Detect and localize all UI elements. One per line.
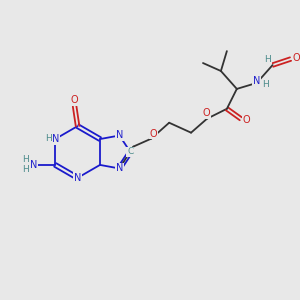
Text: O: O — [202, 108, 210, 118]
Text: O: O — [71, 95, 78, 105]
Text: N: N — [74, 173, 81, 183]
Text: N: N — [116, 130, 123, 140]
Text: O: O — [243, 115, 250, 125]
Text: C: C — [127, 148, 134, 157]
Text: O: O — [293, 53, 300, 63]
Text: H: H — [262, 80, 269, 89]
Text: O: O — [149, 129, 157, 139]
Text: N: N — [52, 134, 59, 144]
Text: N: N — [253, 76, 260, 86]
Text: N: N — [30, 160, 37, 170]
Text: H: H — [45, 134, 52, 142]
Text: N: N — [116, 164, 123, 173]
Text: H: H — [22, 155, 29, 164]
Text: H: H — [264, 55, 271, 64]
Text: H: H — [22, 165, 29, 174]
